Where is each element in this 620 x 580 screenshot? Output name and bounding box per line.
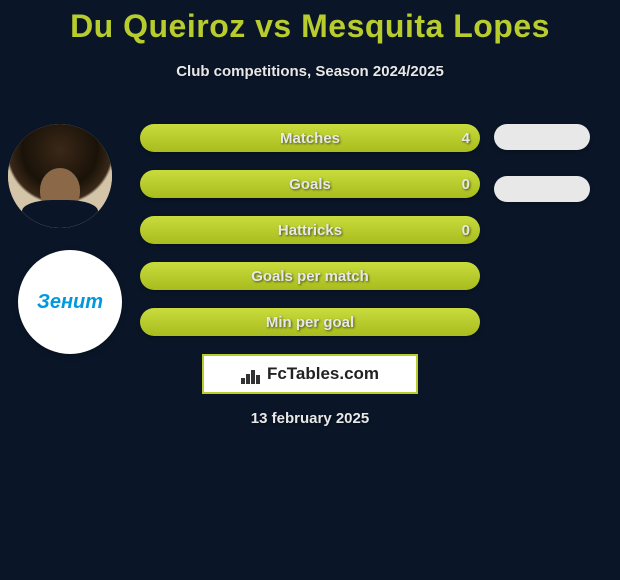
- stat-label: Goals per match: [251, 268, 369, 285]
- stat-label: Matches: [280, 130, 340, 147]
- comparison-pill: [494, 124, 590, 150]
- club-logo: Зенит: [18, 250, 122, 354]
- stat-value: 0: [462, 176, 470, 193]
- stat-value: 0: [462, 222, 470, 239]
- stat-bar: Goals 0: [140, 170, 480, 198]
- player-silhouette: [8, 124, 112, 228]
- stat-value: 4: [462, 130, 470, 147]
- stat-bar: Hattricks 0: [140, 216, 480, 244]
- stat-bar: Matches 4: [140, 124, 480, 152]
- right-pills-container: [494, 124, 590, 228]
- bar-chart-icon: [241, 366, 263, 382]
- stat-label: Min per goal: [266, 314, 354, 331]
- comparison-pill: [494, 176, 590, 202]
- stat-label: Hattricks: [278, 222, 342, 239]
- stat-label: Goals: [289, 176, 331, 193]
- subtitle: Club competitions, Season 2024/2025: [0, 63, 620, 80]
- stat-bar: Goals per match: [140, 262, 480, 290]
- club-logo-text: Зенит: [37, 291, 103, 314]
- page-title: Du Queiroz vs Mesquita Lopes: [0, 0, 620, 45]
- player-photo: [8, 124, 112, 228]
- fctables-label: FcTables.com: [267, 364, 379, 384]
- date-text: 13 february 2025: [0, 410, 620, 427]
- fctables-badge: FcTables.com: [202, 354, 418, 394]
- stats-container: Matches 4 Goals 0 Hattricks 0 Goals per match M…: [140, 124, 480, 354]
- stat-bar: Min per goal: [140, 308, 480, 336]
